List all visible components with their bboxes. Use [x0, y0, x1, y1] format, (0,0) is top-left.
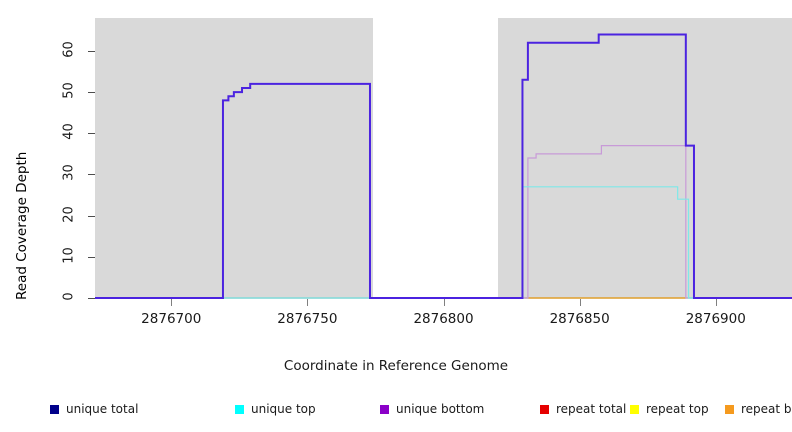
- y-tick-label: 0: [61, 292, 77, 301]
- x-tick: [307, 299, 309, 306]
- x-tick: [579, 299, 581, 306]
- legend-item[interactable]: repeat bottom: [725, 402, 792, 416]
- legend-label: unique top: [251, 402, 316, 416]
- shaded-band: [95, 18, 373, 298]
- y-tick-label: 30: [61, 164, 77, 182]
- y-tick: [88, 92, 95, 94]
- y-tick-label: 60: [61, 41, 77, 58]
- legend-item[interactable]: unique total: [50, 402, 138, 416]
- legend-swatch-icon: [235, 404, 244, 414]
- y-tick: [88, 298, 95, 299]
- legend-swatch-icon: [540, 404, 549, 414]
- legend-item[interactable]: repeat total: [540, 402, 626, 416]
- legend-label: unique bottom: [396, 402, 485, 416]
- x-tick: [443, 299, 445, 306]
- legend-item[interactable]: unique bottom: [380, 402, 484, 416]
- y-tick: [88, 215, 95, 217]
- y-tick: [88, 133, 95, 135]
- plot-area: [95, 18, 792, 298]
- shaded-band: [497, 18, 792, 298]
- legend-item[interactable]: unique top: [235, 402, 316, 416]
- y-tick: [88, 50, 95, 52]
- x-tick-label: 2876900: [685, 311, 746, 327]
- y-tick-label: 50: [61, 82, 77, 99]
- legend-swatch-icon: [380, 404, 389, 414]
- y-tick: [88, 174, 95, 176]
- x-tick-label: 2876850: [549, 311, 610, 327]
- y-tick-label: 10: [61, 247, 77, 264]
- legend-item[interactable]: repeat top: [630, 402, 709, 416]
- y-tick: [88, 256, 95, 258]
- legend-swatch-icon: [630, 404, 639, 414]
- x-tick-label: 2876700: [141, 311, 202, 327]
- x-tick-label: 2876750: [277, 311, 338, 327]
- x-axis-title: Coordinate in Reference Genome: [283, 358, 509, 374]
- legend-label: repeat bottom: [741, 402, 792, 416]
- legend-label: unique total: [66, 402, 139, 416]
- x-tick: [715, 299, 717, 306]
- legend-swatch-icon: [50, 404, 59, 414]
- chart-legend: unique total unique top unique bottom repea…: [0, 398, 792, 422]
- y-tick-label: 40: [61, 123, 77, 141]
- legend-swatch-icon: [725, 404, 734, 414]
- y-axis-title: Read Coverage Depth: [14, 151, 30, 300]
- legend-label: repeat total: [556, 402, 627, 416]
- legend-label: repeat top: [646, 402, 709, 416]
- x-tick-label: 2876800: [413, 311, 474, 327]
- y-tick-label: 20: [61, 205, 77, 223]
- x-tick: [171, 299, 173, 306]
